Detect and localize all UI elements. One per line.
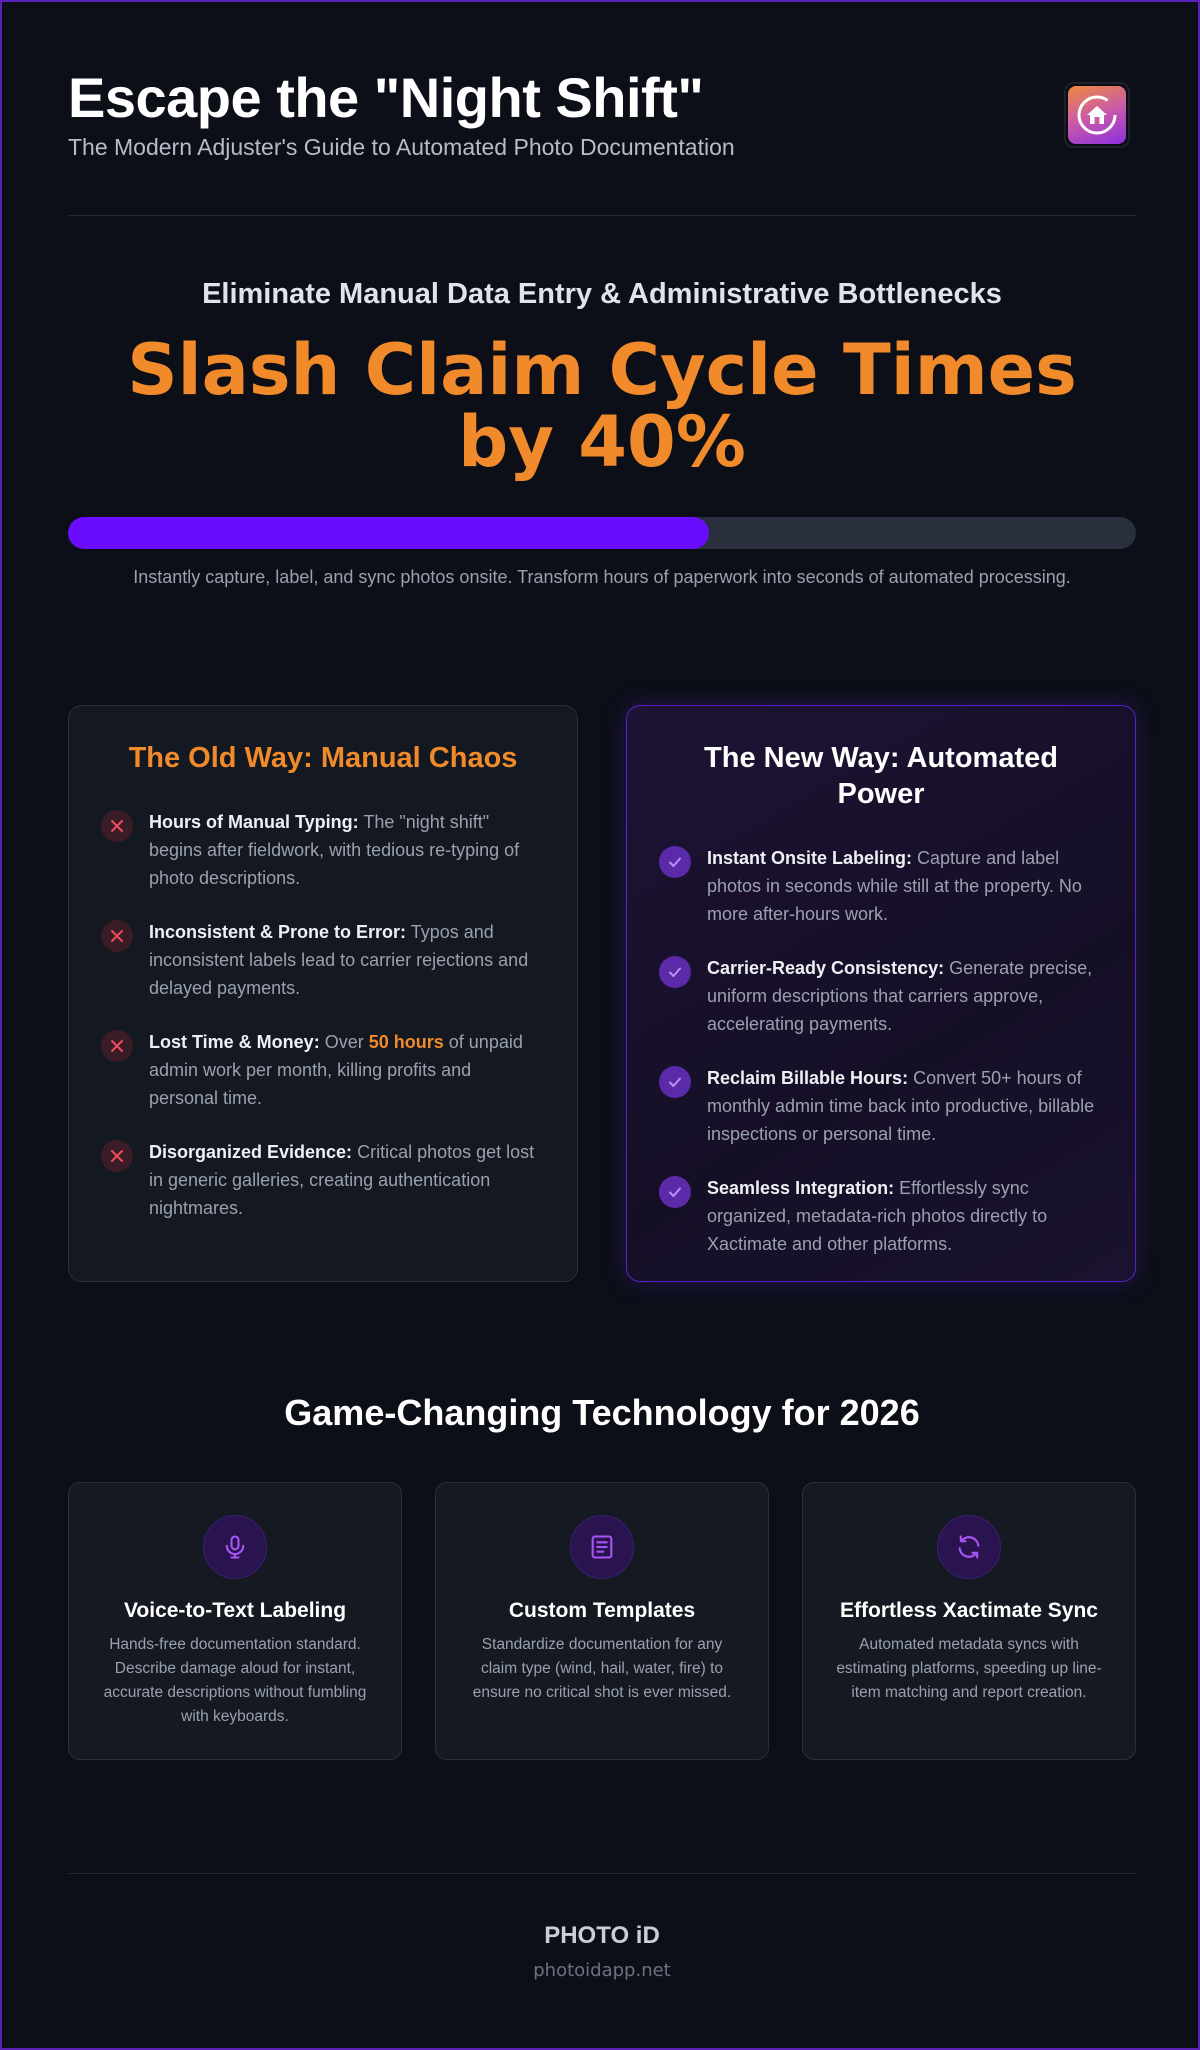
check-icon [659, 1176, 691, 1208]
list-item: Inconsistent & Prone to Error: Typos and… [101, 918, 537, 1002]
footer-url[interactable]: photoidapp.net [533, 1960, 671, 1981]
highlight-hours: 50 hours [368, 1032, 444, 1052]
list-item-text: Seamless Integration: Effortlessly sync … [707, 1178, 1048, 1254]
feature-description: Standardize documentation for any claim … [472, 1636, 732, 1701]
feature-card-sync: Effortless Xactimate Sync Automated meta… [802, 1482, 1136, 1760]
technology-title: Game-Changing Technology for 2026 [284, 1392, 920, 1433]
page-header: Escape the "Night Shift" The Modern Adju… [68, 64, 1136, 214]
progress-fill [68, 517, 709, 549]
check-icon [659, 846, 691, 878]
list-item: Hours of Manual Typing: The "night shift… [101, 808, 537, 892]
x-icon [101, 810, 133, 842]
list-item-text: Disorganized Evidence: Critical photos g… [149, 1142, 535, 1218]
house-icon [1068, 86, 1126, 144]
list-item: Seamless Integration: Effortlessly sync … [659, 1174, 1095, 1258]
feature-description: Hands-free documentation standard. Descr… [103, 1636, 367, 1725]
app-logo[interactable] [1064, 82, 1130, 148]
progress-bar [68, 517, 1136, 549]
header-divider [68, 215, 1136, 216]
list-item-text: Instant Onsite Labeling: Capture and lab… [707, 848, 1082, 924]
old-way-title: The Old Way: Manual Chaos [128, 742, 518, 774]
list-item-text: Inconsistent & Prone to Error: Typos and… [149, 922, 529, 998]
footer-divider [68, 1873, 1136, 1874]
hero-headline: Slash Claim Cycle Times by 40% [127, 329, 1077, 483]
page-subtitle: The Modern Adjuster's Guide to Automated… [68, 134, 735, 160]
check-icon [659, 1066, 691, 1098]
feature-title: Voice-to-Text Labeling [123, 1599, 347, 1622]
list-item: Disorganized Evidence: Critical photos g… [101, 1138, 537, 1222]
hero-description: Instantly capture, label, and sync photo… [133, 567, 1071, 587]
x-icon [101, 920, 133, 952]
feature-title: Custom Templates [508, 1599, 696, 1622]
x-icon [101, 1140, 133, 1172]
hero-subheading: Eliminate Manual Data Entry & Administra… [202, 278, 1002, 310]
feature-card-templates: Custom Templates Standardize documentati… [435, 1482, 769, 1760]
list-item: Lost Time & Money: Over 50 hours of unpa… [101, 1028, 537, 1112]
microphone-icon [203, 1515, 267, 1579]
feature-title: Effortless Xactimate Sync [840, 1599, 1098, 1622]
old-way-card: The Old Way: Manual Chaos Hours of Manua… [68, 705, 578, 1282]
list-item-text: Carrier-Ready Consistency: Generate prec… [707, 958, 1093, 1034]
list-item: Instant Onsite Labeling: Capture and lab… [659, 844, 1095, 928]
page-title: Escape the "Night Shift" [68, 66, 704, 129]
list-item-text: Reclaim Billable Hours: Convert 50+ hour… [707, 1068, 1095, 1144]
document-icon [570, 1515, 634, 1579]
new-way-title: The New Way: Automated Power [704, 742, 1058, 810]
x-icon [101, 1030, 133, 1062]
feature-description: Automated metadata syncs with estimating… [836, 1636, 1102, 1701]
list-item-text: Hours of Manual Typing: The "night shift… [149, 812, 520, 888]
list-item: Reclaim Billable Hours: Convert 50+ hour… [659, 1064, 1095, 1148]
check-icon [659, 956, 691, 988]
new-way-card: The New Way: Automated Power Instant Ons… [626, 705, 1136, 1282]
feature-card-voice: Voice-to-Text Labeling Hands-free docume… [68, 1482, 402, 1760]
sync-icon [937, 1515, 1001, 1579]
list-item: Carrier-Ready Consistency: Generate prec… [659, 954, 1095, 1038]
footer-brand: PHOTO iD [544, 1922, 660, 1949]
list-item-text: Lost Time & Money: Over 50 hours of unpa… [149, 1032, 523, 1108]
